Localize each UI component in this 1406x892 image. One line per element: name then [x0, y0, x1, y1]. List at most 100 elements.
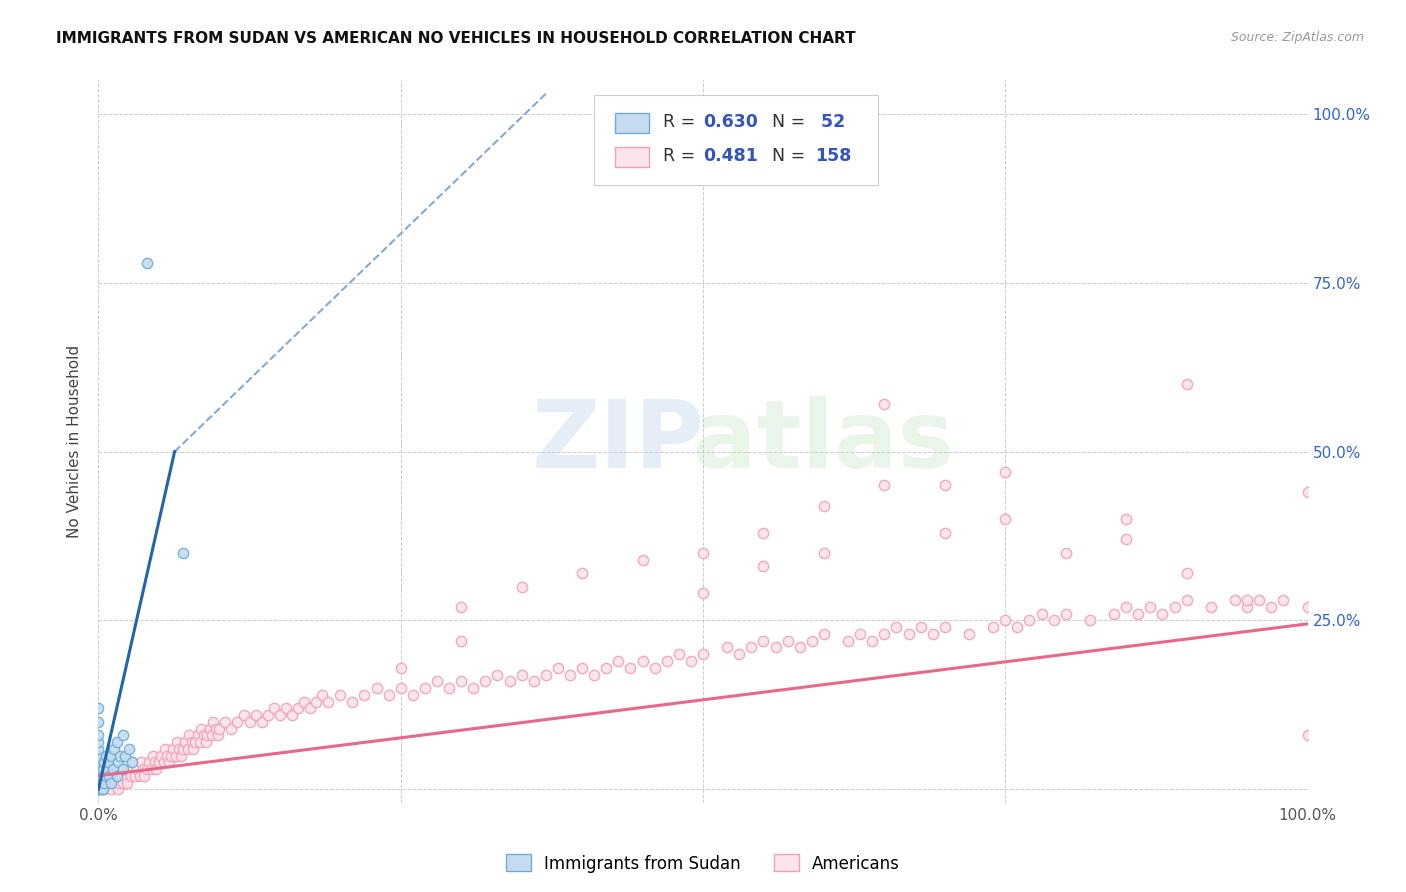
- Point: [169, 748, 191, 763]
- Point: [668, 647, 690, 661]
- Point: [91, 769, 114, 783]
- Point: [157, 756, 180, 770]
- Point: [198, 722, 221, 736]
- Point: [135, 762, 157, 776]
- Point: [103, 762, 125, 776]
- Point: [981, 620, 1004, 634]
- Point: [1152, 607, 1174, 621]
- Point: [166, 735, 188, 749]
- Point: [98, 769, 121, 783]
- Point: [311, 688, 333, 702]
- Point: [655, 654, 678, 668]
- Point: [184, 735, 207, 749]
- Point: [583, 667, 606, 681]
- Point: [1296, 728, 1319, 742]
- Point: [269, 708, 291, 723]
- Point: [776, 633, 799, 648]
- Point: [1175, 593, 1198, 607]
- Point: [94, 769, 117, 783]
- Point: [97, 756, 120, 770]
- Point: [389, 661, 412, 675]
- Point: [118, 762, 141, 776]
- Point: [87, 782, 110, 797]
- Point: [87, 782, 110, 797]
- Point: [716, 640, 738, 655]
- Point: [860, 633, 883, 648]
- Point: [87, 775, 110, 789]
- Point: [87, 782, 110, 797]
- Point: [1139, 599, 1161, 614]
- Point: [994, 465, 1017, 479]
- Point: [426, 674, 449, 689]
- Point: [571, 566, 593, 581]
- Point: [87, 775, 110, 789]
- Point: [873, 627, 896, 641]
- Point: [752, 525, 775, 540]
- Point: [87, 741, 110, 756]
- Point: [1223, 593, 1246, 607]
- Point: [142, 748, 165, 763]
- Point: [165, 748, 187, 763]
- Point: [450, 633, 472, 648]
- Point: [463, 681, 485, 695]
- Point: [1128, 607, 1150, 621]
- Point: [1054, 607, 1077, 621]
- Point: [214, 714, 236, 729]
- Point: [1054, 546, 1077, 560]
- Point: [631, 654, 654, 668]
- Text: ZIP: ZIP: [531, 395, 704, 488]
- Point: [91, 775, 114, 789]
- Point: [1078, 614, 1101, 628]
- Point: [752, 633, 775, 648]
- Point: [141, 762, 163, 776]
- Point: [94, 748, 117, 763]
- Point: [87, 769, 110, 783]
- Point: [897, 627, 920, 641]
- Point: [121, 756, 143, 770]
- Point: [740, 640, 762, 655]
- Point: [1115, 599, 1137, 614]
- Point: [87, 782, 110, 797]
- Point: [510, 580, 533, 594]
- FancyBboxPatch shape: [614, 112, 648, 133]
- Point: [1102, 607, 1125, 621]
- Point: [150, 748, 173, 763]
- Point: [193, 728, 215, 742]
- Point: [934, 478, 956, 492]
- Point: [1163, 599, 1185, 614]
- Text: 158: 158: [815, 147, 852, 165]
- Point: [800, 633, 823, 648]
- Point: [1175, 566, 1198, 581]
- Point: [108, 775, 131, 789]
- Point: [619, 661, 641, 675]
- Point: [450, 599, 472, 614]
- Point: [221, 722, 243, 736]
- Point: [87, 769, 110, 783]
- Text: 0.481: 0.481: [703, 147, 758, 165]
- Point: [204, 722, 226, 736]
- Point: [190, 722, 212, 736]
- Point: [138, 756, 160, 770]
- Point: [1260, 599, 1282, 614]
- Point: [207, 728, 229, 742]
- Point: [110, 762, 132, 776]
- Point: [837, 633, 859, 648]
- Point: [87, 762, 110, 776]
- Point: [108, 769, 131, 783]
- Point: [208, 722, 231, 736]
- Point: [93, 775, 115, 789]
- Point: [873, 478, 896, 492]
- Point: [148, 756, 170, 770]
- Point: [299, 701, 322, 715]
- Point: [256, 708, 278, 723]
- Point: [181, 741, 204, 756]
- Point: [934, 620, 956, 634]
- Point: [87, 735, 110, 749]
- Point: [87, 756, 110, 770]
- Point: [177, 741, 200, 756]
- Point: [156, 748, 179, 763]
- Point: [1236, 599, 1258, 614]
- Point: [1272, 593, 1295, 607]
- Point: [523, 674, 546, 689]
- Point: [187, 728, 209, 742]
